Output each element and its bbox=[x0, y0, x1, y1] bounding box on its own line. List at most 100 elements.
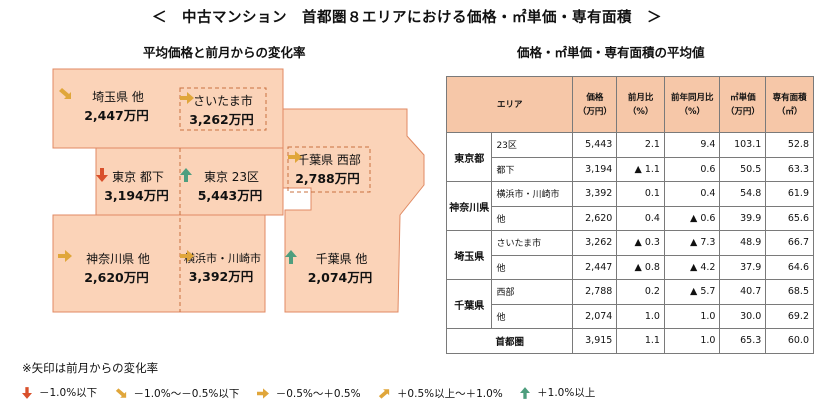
yoy-cell: 0.4 bbox=[663, 181, 721, 207]
legend-item: ＋0.5%以上～＋1.0% bbox=[378, 386, 503, 401]
price-cell: 2,620 bbox=[572, 205, 618, 231]
price-cell: 3,915 bbox=[572, 328, 618, 354]
size-cell: 65.6 bbox=[765, 205, 814, 231]
size-cell: 66.7 bbox=[765, 230, 814, 256]
region-name: 神奈川県 他 bbox=[86, 252, 150, 266]
table-row: 都下 3,194 ▲ 1.1 0.6 50.5 63.3 bbox=[447, 156, 814, 182]
region-saitama-city: さいたま市 3,262万円 bbox=[180, 92, 266, 128]
area-cell: 他 bbox=[491, 205, 574, 231]
map-region-kanagawa bbox=[52, 214, 266, 313]
area-cell: 都下 bbox=[491, 156, 574, 182]
region-name: 横浜市・川崎市 bbox=[184, 252, 261, 265]
table-row: 神奈川県 横浜市・川崎市 3,392 0.1 0.4 54.8 61.9 bbox=[445, 181, 814, 231]
table-row: 他 2,074 1.0 1.0 30.0 69.2 bbox=[447, 303, 814, 329]
legend-label: ＋0.5%以上～＋1.0% bbox=[396, 387, 503, 400]
map-subtitle: 平均価格と前月からの変化率 bbox=[143, 45, 306, 60]
price-cell: 3,194 bbox=[572, 156, 618, 182]
header-yoy: 前年同月比 （%） bbox=[663, 76, 721, 133]
arrow-note: ※矢印は前月からの変化率 bbox=[22, 361, 159, 375]
yoy-cell: 1.0 bbox=[663, 303, 721, 329]
region-price: 3,262万円 bbox=[180, 92, 266, 128]
region-price: 2,447万円 bbox=[58, 88, 178, 124]
region-saitama-other: 埼玉県 他 2,447万円 bbox=[58, 88, 178, 124]
pref-cell: 神奈川県 bbox=[445, 181, 493, 231]
pref-cell: 東京都 bbox=[445, 132, 493, 182]
size-cell: 68.5 bbox=[765, 279, 814, 305]
yoy-cell: ▲ 5.7 bbox=[663, 279, 721, 305]
region-price: 3,194万円 bbox=[96, 168, 180, 204]
unit-price-cell: 30.0 bbox=[719, 303, 767, 329]
region-name: 東京 23区 bbox=[203, 170, 260, 184]
mom-cell: 1.1 bbox=[616, 328, 665, 354]
mom-cell: 2.1 bbox=[616, 132, 665, 158]
yoy-cell: ▲ 0.6 bbox=[663, 205, 721, 231]
yoy-cell: 1.0 bbox=[663, 328, 721, 354]
unit-price-cell: 39.9 bbox=[719, 205, 767, 231]
map-region-chiba bbox=[282, 108, 425, 313]
price-cell: 2,074 bbox=[572, 303, 618, 329]
arrow-down-icon bbox=[22, 386, 32, 399]
table-header-row: エリア 価格 （万円） 前月比 （%） 前年同月比 （%） ㎡単価 （万円） 専有面積（… bbox=[445, 76, 814, 133]
region-chiba-west: 千葉県 西部 2,788万円 bbox=[288, 151, 370, 187]
mom-cell: 0.1 bbox=[616, 181, 665, 207]
unit-price-cell: 37.9 bbox=[719, 254, 767, 280]
table-row: 他 2,620 0.4 ▲ 0.6 39.9 65.6 bbox=[447, 205, 814, 231]
legend-item: －1.0%～－0.5%以下 bbox=[115, 386, 240, 401]
area-cell: 横浜市・川崎市 bbox=[491, 181, 574, 207]
region-price: 2,788万円 bbox=[288, 151, 370, 187]
mom-cell: ▲ 0.8 bbox=[616, 254, 665, 280]
page-title: ＜ 中古マンション 首都圏８エリアにおける価格・㎡単価・専有面積 ＞ bbox=[152, 10, 662, 26]
region-kanagawa-other: 神奈川県 他 2,620万円 bbox=[58, 250, 178, 286]
header-size: 専有面積 （㎡） bbox=[765, 76, 814, 133]
legend-label: －1.0%～－0.5%以下 bbox=[133, 387, 240, 400]
size-cell: 64.6 bbox=[765, 254, 814, 280]
region-name: さいたま市 bbox=[193, 94, 253, 108]
table-row: 東京都 23区 5,443 2.1 9.4 103.1 52.8 bbox=[445, 132, 814, 182]
total-area-cell: 首都圏 bbox=[445, 328, 574, 354]
price-cell: 3,262 bbox=[572, 230, 618, 256]
region-name: 埼玉県 他 bbox=[92, 90, 144, 104]
arrow-up-right-icon bbox=[378, 388, 390, 399]
header-price: 価格 （万円） bbox=[572, 76, 618, 133]
region-price: 3,392万円 bbox=[180, 250, 265, 285]
mom-cell: 0.4 bbox=[616, 205, 665, 231]
size-cell: 52.8 bbox=[765, 132, 814, 158]
unit-price-cell: 54.8 bbox=[719, 181, 767, 207]
region-price: 2,620万円 bbox=[58, 250, 178, 286]
map-shapes bbox=[52, 68, 425, 313]
price-cell: 2,788 bbox=[572, 279, 618, 305]
area-cell: 他 bbox=[491, 254, 574, 280]
region-name: 東京 都下 bbox=[112, 170, 164, 184]
header-area: エリア bbox=[445, 76, 574, 133]
region-price: 5,443万円 bbox=[180, 168, 283, 204]
yoy-cell: 0.6 bbox=[663, 156, 721, 182]
price-cell: 3,392 bbox=[572, 181, 618, 207]
header-mom: 前月比 （%） bbox=[616, 76, 665, 133]
table-row: 埼玉県 さいたま市 3,262 ▲ 0.3 ▲ 7.3 48.9 66.7 bbox=[445, 230, 814, 280]
map-region-tokyo bbox=[95, 147, 284, 216]
pref-cell: 千葉県 bbox=[445, 279, 493, 329]
area-cell: 西部 bbox=[491, 279, 574, 305]
size-cell: 61.9 bbox=[765, 181, 814, 207]
table-row: 千葉県 西部 2,788 0.2 ▲ 5.7 40.7 68.5 bbox=[445, 279, 814, 329]
region-name: 千葉県 他 bbox=[315, 252, 368, 266]
region-tokyo-toka: 東京 都下 3,194万円 bbox=[96, 168, 180, 204]
mom-cell: ▲ 0.3 bbox=[616, 230, 665, 256]
region-price: 2,074万円 bbox=[285, 250, 398, 286]
price-table: エリア 価格 （万円） 前月比 （%） 前年同月比 （%） ㎡単価 （万円） 専有面積（… bbox=[445, 76, 814, 354]
legend-label: ＋1.0%以上 bbox=[537, 387, 596, 399]
unit-price-cell: 40.7 bbox=[719, 279, 767, 305]
size-cell: 60.0 bbox=[765, 328, 814, 354]
size-cell: 69.2 bbox=[765, 303, 814, 329]
legend-label: －1.0%以下 bbox=[39, 387, 98, 399]
area-cell: 他 bbox=[491, 303, 574, 329]
mom-cell: 1.0 bbox=[616, 303, 665, 329]
region-name: 千葉県 西部 bbox=[297, 153, 361, 167]
pref-cell: 埼玉県 bbox=[445, 230, 493, 280]
arrow-down-right-icon bbox=[115, 387, 126, 398]
arrow-right-icon bbox=[256, 387, 269, 399]
table-total-row: 首都圏 3,915 1.1 1.0 65.3 60.0 bbox=[445, 328, 814, 354]
header-unit-price: ㎡単価 （万円） bbox=[719, 76, 767, 133]
arrow-up-icon bbox=[520, 386, 531, 399]
area-cell: 23区 bbox=[491, 132, 574, 158]
